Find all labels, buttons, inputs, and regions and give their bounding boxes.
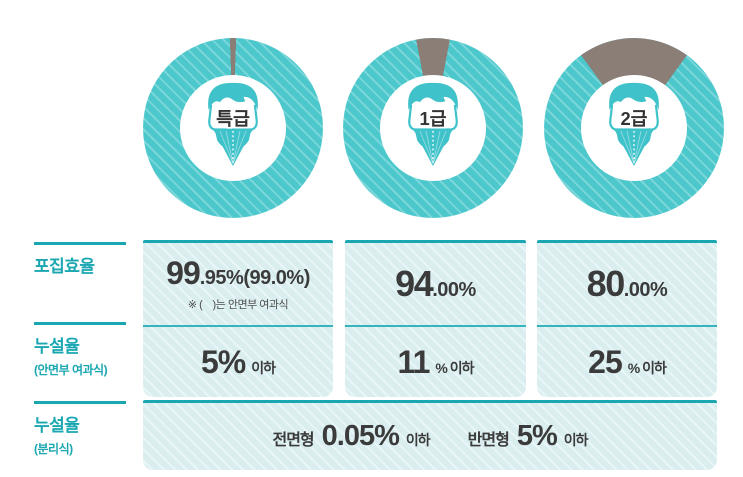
full-face-suffix: 이하	[405, 432, 431, 448]
grade-label: 1급	[419, 108, 446, 129]
full-face-value: 0.05%	[321, 420, 400, 452]
row-label-subtitle: (분리식)	[34, 442, 73, 456]
grade-label: 2급	[620, 108, 647, 129]
leakage-value-rest: % 이하	[627, 360, 667, 376]
efficiency-value-big: 80	[586, 263, 626, 304]
cell-efficiency-special: 99.95%(99.0%) ※ ( )는 안면부 여과식	[143, 243, 333, 327]
hair	[408, 82, 458, 110]
cell-leakage-separable: 전면형 0.05% 이하 반면형 5% 이하	[143, 400, 717, 470]
cell-efficiency-grade1: 94.00%	[345, 243, 526, 327]
cell-efficiency-grade2: 80.00%	[537, 243, 717, 327]
leakage-value-big: 5%	[200, 344, 246, 380]
row-label-collection-efficiency: 포집효율	[34, 242, 134, 277]
half-face-suffix: 이하	[563, 432, 589, 448]
table-column-grade-2: 80.00% 25% 이하	[537, 240, 717, 397]
efficiency-value-rest: .95%(99.0%)	[199, 266, 311, 289]
donut-chart-grade-1: 1급	[343, 38, 523, 218]
row-label-title: 누설율	[34, 337, 80, 356]
row-label-title: 포집효율	[34, 257, 95, 276]
row-label-leakage-separable: 누설율 (분리식)	[34, 401, 134, 457]
efficiency-value-big: 94	[395, 263, 434, 304]
hair	[208, 82, 258, 110]
efficiency-footnote: ※ ( )는 안면부 여과식	[187, 298, 289, 311]
table-column-special-grade: 99.95%(99.0%) ※ ( )는 안면부 여과식 5% 이하	[143, 240, 333, 397]
row-label-subtitle: (안면부 여과식)	[34, 363, 108, 377]
row-label-leakage-facepiece: 누설율 (안면부 여과식)	[34, 322, 134, 378]
half-face-type-label: 반면형	[467, 432, 510, 449]
mask-face-icon: 2급	[609, 82, 659, 166]
hair	[609, 82, 659, 110]
cell-leakage-special: 5% 이하	[143, 327, 333, 397]
label-divider-line	[34, 322, 126, 325]
efficiency-value-rest: .00%	[623, 279, 668, 301]
leakage-value-rest: 이하	[251, 360, 276, 376]
mask-face-icon: 특급	[208, 82, 258, 166]
mask	[613, 128, 655, 166]
grade-label: 특급	[216, 108, 250, 129]
leakage-value-big: 11	[397, 344, 431, 380]
label-divider-line	[34, 242, 126, 245]
leakage-value-big: 25	[588, 344, 623, 380]
mask	[212, 128, 254, 166]
donut-chart-special-grade: 특급	[143, 38, 323, 218]
mask-face-icon: 1급	[408, 82, 458, 166]
efficiency-value-rest: .00%	[432, 279, 476, 301]
full-face-type-label: 전면형	[272, 432, 314, 449]
row-label-title: 누설율	[34, 416, 80, 435]
label-divider-line	[34, 401, 126, 404]
cell-leakage-grade1: 11% 이하	[345, 327, 526, 397]
donut-chart-grade-2: 2급	[544, 38, 724, 218]
separable-half-face-group: 반면형 5% 이하	[467, 420, 589, 452]
separable-full-face-group: 전면형 0.05% 이하	[272, 420, 431, 452]
cell-leakage-grade2: 25% 이하	[537, 327, 717, 397]
mask	[412, 128, 454, 166]
leakage-value-rest: % 이하	[435, 360, 474, 376]
half-face-value: 5%	[516, 420, 558, 452]
efficiency-value-big: 99	[166, 254, 201, 291]
table-column-grade-1: 94.00% 11% 이하	[345, 240, 526, 397]
